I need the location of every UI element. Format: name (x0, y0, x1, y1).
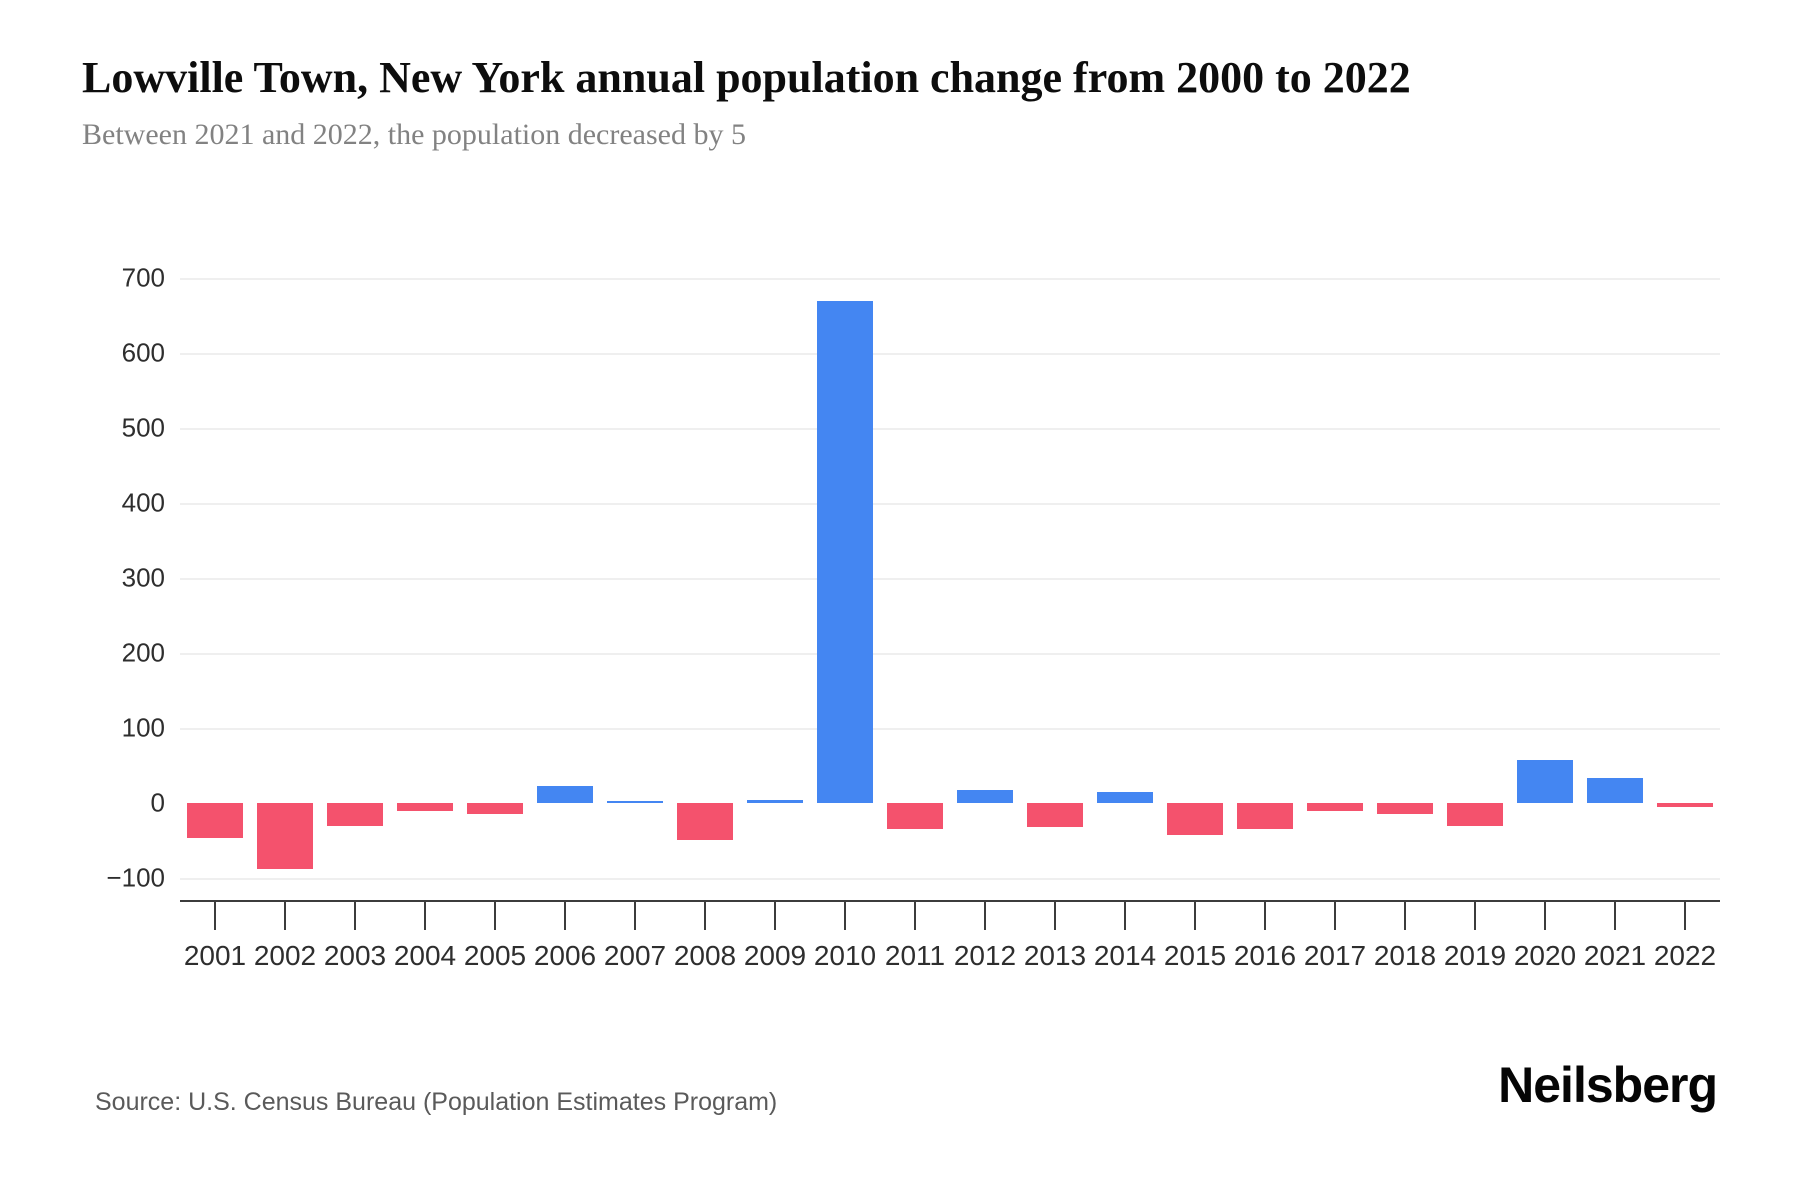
x-tick-label-2005: 2005 (463, 940, 527, 971)
x-tick-2016 (1264, 900, 1266, 930)
y-tick-label-600: 600 (121, 337, 165, 368)
neilsberg-logo: Neilsberg (1498, 1057, 1718, 1113)
x-tick-label-2017: 2017 (1303, 940, 1367, 971)
bar-2004 (397, 803, 453, 811)
bar-2002 (257, 803, 313, 869)
y-tick-label-500: 500 (121, 412, 165, 443)
x-tick-label-2015: 2015 (1163, 940, 1227, 971)
y-tick-label-100: 100 (121, 712, 165, 743)
bar-2005 (467, 803, 523, 815)
x-tick-2019 (1474, 900, 1476, 930)
gridline-500 (180, 428, 1720, 430)
x-tick-label-2004: 2004 (393, 940, 457, 971)
x-tick-2010 (844, 900, 846, 930)
x-tick-2005 (494, 900, 496, 930)
x-tick-label-2021: 2021 (1583, 940, 1647, 971)
x-tick-label-2002: 2002 (253, 940, 317, 971)
y-tick-label-400: 400 (121, 487, 165, 518)
bar-2016 (1237, 803, 1293, 829)
x-tick-2009 (774, 900, 776, 930)
y-tick-label-200: 200 (121, 637, 165, 668)
bar-2009 (747, 800, 803, 803)
x-tick-2015 (1194, 900, 1196, 930)
gridline--100 (180, 878, 1720, 880)
y-tick-label--100: −100 (106, 862, 165, 893)
y-tick-label-700: 700 (121, 262, 165, 293)
x-tick-label-2019: 2019 (1443, 940, 1507, 971)
gridline-200 (180, 653, 1720, 655)
x-tick-label-2020: 2020 (1513, 940, 1577, 971)
bar-2008 (677, 803, 733, 840)
x-tick-label-2012: 2012 (953, 940, 1017, 971)
plot-area: 700 600 500 400 300 200 100 0 −100 2001 2002 2003 20… (106, 240, 1720, 971)
x-tick-label-2018: 2018 (1373, 940, 1437, 971)
x-tick-2013 (1054, 900, 1056, 930)
bar-2022 (1657, 803, 1713, 807)
x-tick-2007 (634, 900, 636, 930)
chart-title: Lowville Town, New York annual populatio… (82, 53, 1411, 102)
bar-2014 (1097, 791, 1153, 803)
x-tick-label-2013: 2013 (1023, 940, 1087, 971)
bar-2010 (817, 301, 873, 803)
x-tick-2017 (1334, 900, 1336, 930)
x-tick-2014 (1124, 900, 1126, 930)
x-tick-2002 (284, 900, 286, 930)
x-tick-label-2006: 2006 (533, 940, 597, 971)
x-tick-2022 (1684, 900, 1686, 930)
x-tick-label-2003: 2003 (323, 940, 387, 971)
x-tick-label-2011: 2011 (884, 940, 946, 971)
y-tick-label-0: 0 (150, 787, 165, 818)
x-tick-label-2009: 2009 (743, 940, 807, 971)
gridline-100 (180, 728, 1720, 730)
gridline-300 (180, 578, 1720, 580)
x-tick-2021 (1614, 900, 1616, 930)
x-tick-2011 (914, 900, 916, 930)
bar-2007 (607, 800, 663, 803)
bar-2001 (187, 803, 243, 839)
x-tick-label-2001: 2001 (183, 940, 247, 971)
x-tick-label-2014: 2014 (1093, 940, 1157, 971)
x-tick-2020 (1544, 900, 1546, 930)
bar-2017 (1307, 803, 1363, 811)
bar-2019 (1447, 803, 1503, 826)
bar-2011 (887, 803, 943, 829)
bar-2018 (1377, 803, 1433, 815)
bar-2006 (537, 785, 593, 803)
bar-2021 (1587, 777, 1643, 803)
x-tick-2004 (424, 900, 426, 930)
x-tick-2018 (1404, 900, 1406, 930)
source-text: Source: U.S. Census Bureau (Population E… (95, 1088, 778, 1116)
chart-subtitle: Between 2021 and 2022, the population de… (82, 118, 746, 151)
bar-2012 (957, 789, 1013, 803)
gridline-700 (180, 278, 1720, 280)
x-tick-label-2016: 2016 (1233, 940, 1297, 971)
gridline-600 (180, 353, 1720, 355)
bar-2020 (1517, 760, 1573, 803)
gridline-400 (180, 503, 1720, 505)
x-tick-label-2010: 2010 (813, 940, 877, 971)
y-tick-label-300: 300 (121, 562, 165, 593)
bar-2003 (327, 803, 383, 826)
x-tick-2001 (214, 900, 216, 930)
bar-2015 (1167, 803, 1223, 835)
x-tick-2012 (984, 900, 986, 930)
x-tick-2003 (354, 900, 356, 930)
x-tick-label-2007: 2007 (603, 940, 667, 971)
x-tick-2006 (564, 900, 566, 930)
bar-2013 (1027, 803, 1083, 827)
x-tick-label-2022: 2022 (1653, 940, 1717, 971)
x-tick-label-2008: 2008 (673, 940, 737, 971)
x-tick-2008 (704, 900, 706, 930)
